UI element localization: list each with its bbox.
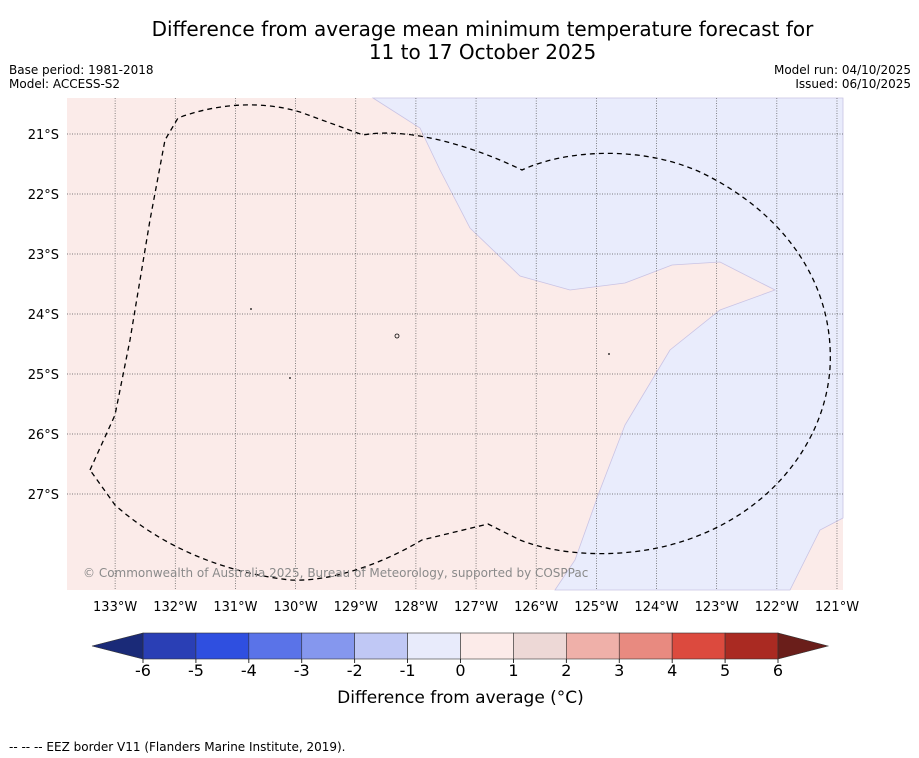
colorbar-segment [513,632,567,660]
island-marker [608,353,610,355]
gridlines [67,98,843,590]
map-panel: © Commonwealth of Australia 2025, Bureau… [67,97,844,591]
colorbar-tick-label: 2 [561,661,571,680]
longitude-label: 130°W [274,600,318,615]
colorbar-label: Difference from average (°C) [337,688,584,708]
longitude-label: 123°W [695,600,739,615]
colorbar-tick-label: -5 [188,661,204,680]
colorbar-tick-label: 6 [773,661,783,680]
latitude-label: 25°S [28,368,59,383]
longitude-label: 125°W [574,600,618,615]
longitude-label: 128°W [394,600,438,615]
island-marker [394,333,400,339]
issued-date: Issued: 06/10/2025 [795,77,911,91]
colorbar-tick-label: 5 [720,661,730,680]
colorbar-tick-label: 4 [667,661,677,680]
eez-border [89,104,831,581]
copyright-notice: © Commonwealth of Australia 2025, Bureau… [83,566,588,580]
map-figure: © Commonwealth of Australia 2025, Bureau… [28,97,859,680]
colorbar-tick-label: -4 [241,661,257,680]
island-marker [250,308,252,310]
model-run: Model run: 04/10/2025 [773,63,911,77]
colorbar-segment [460,632,514,660]
longitude-labels: 133°W 132°W 131°W 130°W 129°W 128°W 127°W 126°W… [93,600,859,615]
meta-left: Base period: 1981-2018 Model: ACCESS-S2 [9,63,154,91]
longitude-label: 133°W [93,600,137,615]
longitude-label: 122°W [755,600,799,615]
colorbar-tick-label: 3 [614,661,624,680]
colorbar-tick-label: 0 [455,661,465,680]
colorbar-over-arrow [777,632,830,660]
colorbar-segment [248,632,303,660]
colorbar-tick-label: -2 [347,661,363,680]
colorbar-segment [301,632,355,660]
latitude-label: 24°S [28,308,59,323]
meta-right: Model run: 04/10/2025 Issued: 06/10/2025 [774,63,911,91]
cool-anomaly-region [371,97,844,591]
colorbar-segment [195,632,250,660]
colorbar [91,632,830,660]
colorbar-segment [354,632,408,660]
title-line-1: Difference from average mean minimum tem… [151,17,814,41]
colorbar-tick-label: -1 [400,661,416,680]
colorbar-ticks: -6 -5 -4 -3 -2 -1 0 1 2 3 4 5 6 [135,659,783,680]
latitude-label: 21°S [28,128,59,143]
latitude-label: 26°S [28,428,59,443]
colorbar-tick-label: -6 [135,661,151,680]
latitude-label: 22°S [28,188,59,203]
longitude-label: 129°W [334,600,378,615]
eez-legend-note: -- -- -- EEZ border V11 (Flanders Marine… [9,740,346,754]
longitude-label: 126°W [514,600,558,615]
colorbar-tick-label: 1 [508,661,518,680]
longitude-label: 132°W [153,600,197,615]
colorbar-under-arrow [91,632,144,660]
longitude-label: 121°W [815,600,859,615]
colorbar-segment [724,632,779,660]
island-marker [289,377,291,379]
colorbar-segment [407,632,461,660]
colorbar-segment [618,632,673,660]
model-name: Model: ACCESS-S2 [9,77,121,91]
map-title: Difference from average mean minimum tem… [0,18,919,64]
latitude-label: 23°S [28,248,59,263]
base-period: Base period: 1981-2018 [9,63,154,77]
latitude-labels: 21°S 22°S 23°S 24°S 25°S 26°S 27°S [28,128,59,503]
colorbar-segment [566,632,620,660]
colorbar-segment [671,632,726,660]
colorbar-segment [142,632,197,660]
colorbar-tick-label: -3 [294,661,310,680]
longitude-label: 131°W [213,600,257,615]
title-line-2: 11 to 17 October 2025 [368,40,597,64]
longitude-label: 124°W [634,600,678,615]
latitude-label: 27°S [28,488,59,503]
longitude-label: 127°W [454,600,498,615]
